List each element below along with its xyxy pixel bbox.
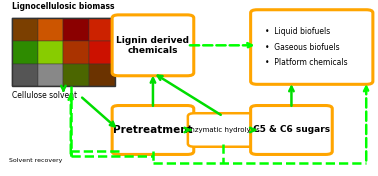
FancyBboxPatch shape: [251, 106, 332, 154]
Bar: [89, 18, 115, 41]
Text: •  Liquid biofuels
•  Gaseous biofuels
•  Platform chemicals: • Liquid biofuels • Gaseous biofuels • P…: [265, 27, 347, 67]
Bar: [89, 41, 115, 64]
Bar: [12, 18, 115, 86]
Text: Solvent recovery: Solvent recovery: [9, 158, 62, 163]
Text: Cellulose solvent: Cellulose solvent: [12, 91, 77, 100]
Bar: [12, 41, 37, 64]
Bar: [64, 18, 89, 41]
Bar: [12, 64, 37, 86]
Bar: [89, 64, 115, 86]
FancyBboxPatch shape: [112, 15, 194, 76]
FancyBboxPatch shape: [251, 10, 373, 84]
Text: Lignin derived
chemicals: Lignin derived chemicals: [116, 36, 189, 55]
FancyBboxPatch shape: [112, 106, 194, 154]
Bar: [37, 18, 64, 41]
Bar: [37, 64, 64, 86]
Text: Lignocellulosic biomass: Lignocellulosic biomass: [12, 2, 115, 11]
Bar: [12, 18, 37, 41]
Text: Pretreatment: Pretreatment: [113, 125, 193, 135]
Text: C5 & C6 sugars: C5 & C6 sugars: [253, 125, 330, 134]
Text: Enzymatic hydrolysis: Enzymatic hydrolysis: [186, 127, 260, 133]
Bar: [64, 64, 89, 86]
FancyBboxPatch shape: [188, 113, 259, 147]
Bar: [64, 41, 89, 64]
Bar: [37, 41, 64, 64]
